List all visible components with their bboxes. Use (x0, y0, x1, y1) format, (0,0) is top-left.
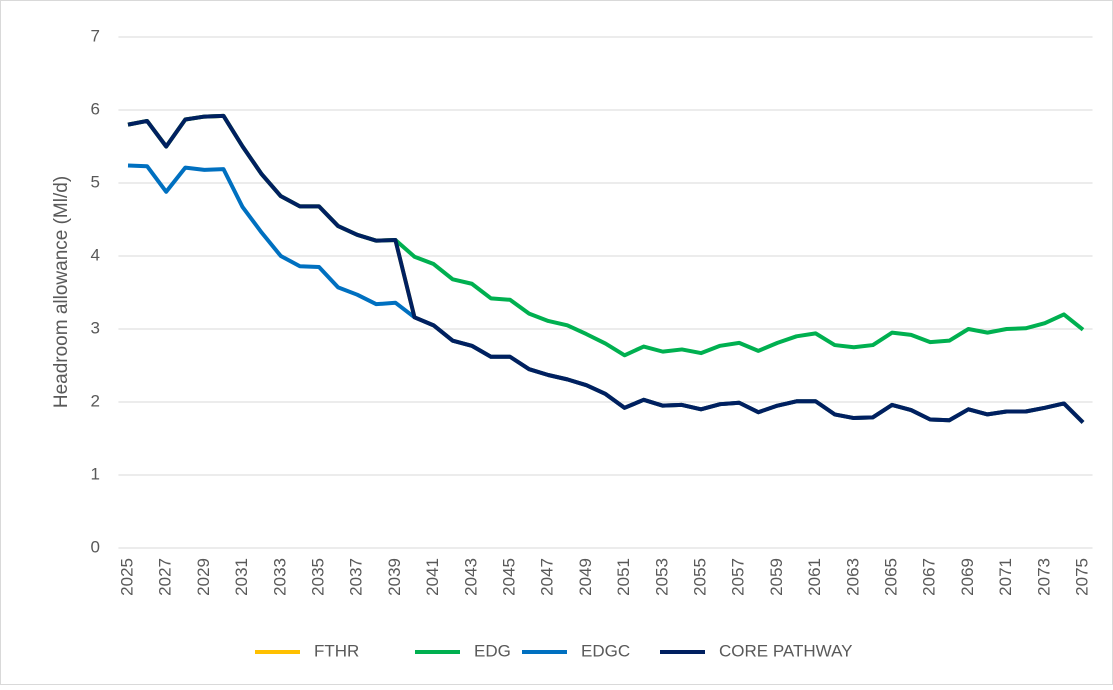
x-tick-label: 2047 (538, 558, 557, 596)
x-tick-label: 2073 (1034, 558, 1053, 596)
x-tick-label: 2033 (270, 558, 289, 596)
x-tick-label: 2039 (385, 558, 404, 596)
y-axis-title: Headroom allowance (Ml/d) (51, 176, 72, 408)
x-tick-label: 2031 (232, 558, 251, 596)
x-tick-label: 2043 (461, 558, 480, 596)
y-tick-label: 3 (91, 318, 100, 337)
x-tick-label: 2061 (805, 558, 824, 596)
legend-label: EDG (474, 641, 511, 660)
x-tick-label: 2069 (958, 558, 977, 596)
y-tick-label: 6 (91, 99, 100, 118)
y-tick-label: 7 (91, 26, 100, 45)
x-tick-label: 2029 (194, 558, 213, 596)
x-tick-label: 2057 (729, 558, 748, 596)
x-tick-label: 2051 (614, 558, 633, 596)
x-tick-label: 2059 (767, 558, 786, 596)
x-tick-label: 2041 (423, 558, 442, 596)
x-tick-label: 2063 (843, 558, 862, 596)
x-tick-label: 2035 (308, 558, 327, 596)
x-tick-label: 2049 (576, 558, 595, 596)
y-tick-label: 4 (91, 245, 100, 264)
x-tick-label: 2025 (117, 558, 136, 596)
x-tick-label: 2055 (690, 558, 709, 596)
y-tick-label: 0 (91, 537, 100, 556)
x-tick-label: 2071 (996, 558, 1015, 596)
x-tick-label: 2065 (881, 558, 900, 596)
legend-label: CORE PATHWAY (719, 641, 853, 660)
x-tick-label: 2045 (499, 558, 518, 596)
x-tick-label: 2037 (347, 558, 366, 596)
y-tick-label: 2 (91, 391, 100, 410)
x-tick-label: 2053 (652, 558, 671, 596)
x-tick-label: 2027 (156, 558, 175, 596)
series-line (127, 113, 1085, 424)
y-tick-label: 5 (91, 172, 100, 191)
x-tick-label: 2075 (1072, 558, 1091, 596)
x-tick-label: 2067 (920, 558, 939, 596)
y-tick-label: 1 (91, 464, 100, 483)
legend-label: EDGC (581, 641, 630, 660)
legend-label: FTHR (314, 641, 359, 660)
